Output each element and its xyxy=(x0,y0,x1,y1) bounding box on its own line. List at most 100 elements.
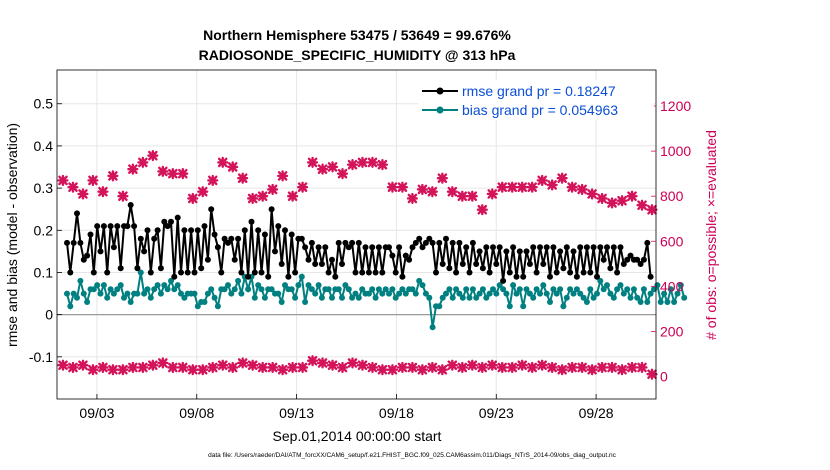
obs-evaluated-marker xyxy=(287,361,299,374)
obs-evaluated-marker xyxy=(606,361,618,374)
bias-point xyxy=(396,290,403,297)
y-tick-label: 0.3 xyxy=(34,180,54,196)
rmse-point xyxy=(329,256,335,263)
rmse-point xyxy=(436,239,443,246)
bias-point xyxy=(157,290,164,297)
bias-point xyxy=(543,290,550,297)
rmse-point xyxy=(245,273,252,280)
bias-point xyxy=(493,290,500,297)
rmse-point xyxy=(355,239,362,246)
y-tick-label: 0.1 xyxy=(34,264,54,280)
obs-possible-marker xyxy=(576,183,588,196)
bias-point xyxy=(278,299,285,305)
rmse-point xyxy=(520,273,527,280)
y-axis-label: rmse and bias (model - observation) xyxy=(4,123,20,347)
bias-point xyxy=(80,290,87,297)
obs-count-series xyxy=(57,150,658,380)
rmse-point xyxy=(614,269,621,276)
obs-possible-marker xyxy=(516,181,528,193)
rmse-point xyxy=(540,261,547,267)
rmse-point xyxy=(225,239,231,246)
obs-possible-marker xyxy=(566,181,578,193)
rmse-point xyxy=(238,269,245,276)
obs-possible-marker xyxy=(267,183,279,196)
bias-point xyxy=(651,286,657,293)
rmse-point xyxy=(399,273,406,280)
bias-point xyxy=(523,286,530,293)
bias-series xyxy=(64,269,688,331)
rmse-point xyxy=(560,265,567,272)
rmse-point xyxy=(147,269,154,276)
rmse-point xyxy=(429,239,436,246)
rmse-point xyxy=(298,235,305,242)
rmse-point xyxy=(154,227,161,234)
rmse-point xyxy=(261,231,268,238)
y-right-tick-label: 800 xyxy=(660,188,684,204)
bias-point xyxy=(104,294,111,301)
bias-point xyxy=(439,294,446,301)
bias-point xyxy=(510,282,517,289)
bias-point xyxy=(422,290,429,297)
rmse-point xyxy=(178,269,184,276)
bias-point xyxy=(231,286,238,293)
rmse-point xyxy=(77,239,84,246)
rmse-point xyxy=(563,244,570,251)
rmse-point xyxy=(211,231,218,238)
rmse-point xyxy=(412,239,419,246)
rmse-point xyxy=(496,244,503,251)
bias-point xyxy=(174,282,181,289)
rmse-point xyxy=(117,265,124,272)
rmse-point xyxy=(188,227,195,234)
bias-point xyxy=(500,286,507,293)
plot-frame xyxy=(56,69,657,400)
obs-possible-marker xyxy=(376,159,389,171)
rmse-point xyxy=(208,206,215,213)
bias-point xyxy=(329,294,335,301)
rmse-point xyxy=(144,227,151,234)
bias-point xyxy=(355,294,362,301)
obs-evaluated-marker xyxy=(466,359,478,371)
obs-evaluated-marker xyxy=(326,359,339,371)
bias-point xyxy=(302,299,309,305)
legend-box xyxy=(418,80,654,120)
bias-point xyxy=(251,294,258,301)
obs-evaluated-marker xyxy=(257,361,269,374)
bias-point xyxy=(235,277,242,284)
rmse-point xyxy=(315,244,322,251)
x-axis: 09/03 09/08 09/13 09/18 09/23 09/28 xyxy=(79,394,614,421)
rmse-point xyxy=(151,235,158,242)
rmse-point xyxy=(456,239,463,246)
bias-point xyxy=(238,290,245,297)
rmse-point xyxy=(513,273,520,280)
bias-point xyxy=(640,286,647,293)
bias-point xyxy=(610,294,617,301)
bias-point xyxy=(617,282,624,289)
rmse-point xyxy=(624,256,631,263)
y-tick-label: 0.4 xyxy=(34,138,54,154)
bias-point xyxy=(476,290,483,297)
rmse-point xyxy=(302,244,309,251)
bias-point xyxy=(533,286,540,293)
bias-point xyxy=(557,286,564,293)
y-axis-right: 0 200 400 600 800 1000 1200 xyxy=(651,98,691,384)
x-tick-label: 09/18 xyxy=(379,405,414,421)
bias-point xyxy=(577,290,584,297)
bias-point xyxy=(583,299,590,305)
bias-point xyxy=(399,286,406,293)
obs-possible-marker xyxy=(237,172,249,184)
y-tick-label: 0.2 xyxy=(34,222,54,238)
obs-evaluated-marker xyxy=(506,361,518,374)
x-tick-label: 09/13 xyxy=(279,405,314,421)
obs-possible-marker xyxy=(446,186,458,198)
bias-point xyxy=(201,299,208,305)
bias-point xyxy=(342,282,349,289)
rmse-point xyxy=(181,227,188,234)
bias-point xyxy=(178,290,184,297)
rmse-point xyxy=(174,214,181,221)
bias-point xyxy=(379,290,386,297)
rmse-point xyxy=(94,223,101,230)
bias-point xyxy=(339,294,345,301)
bias-point xyxy=(587,286,594,293)
obs-evaluated-marker xyxy=(406,361,419,374)
obs-evaluated-marker xyxy=(386,364,399,376)
